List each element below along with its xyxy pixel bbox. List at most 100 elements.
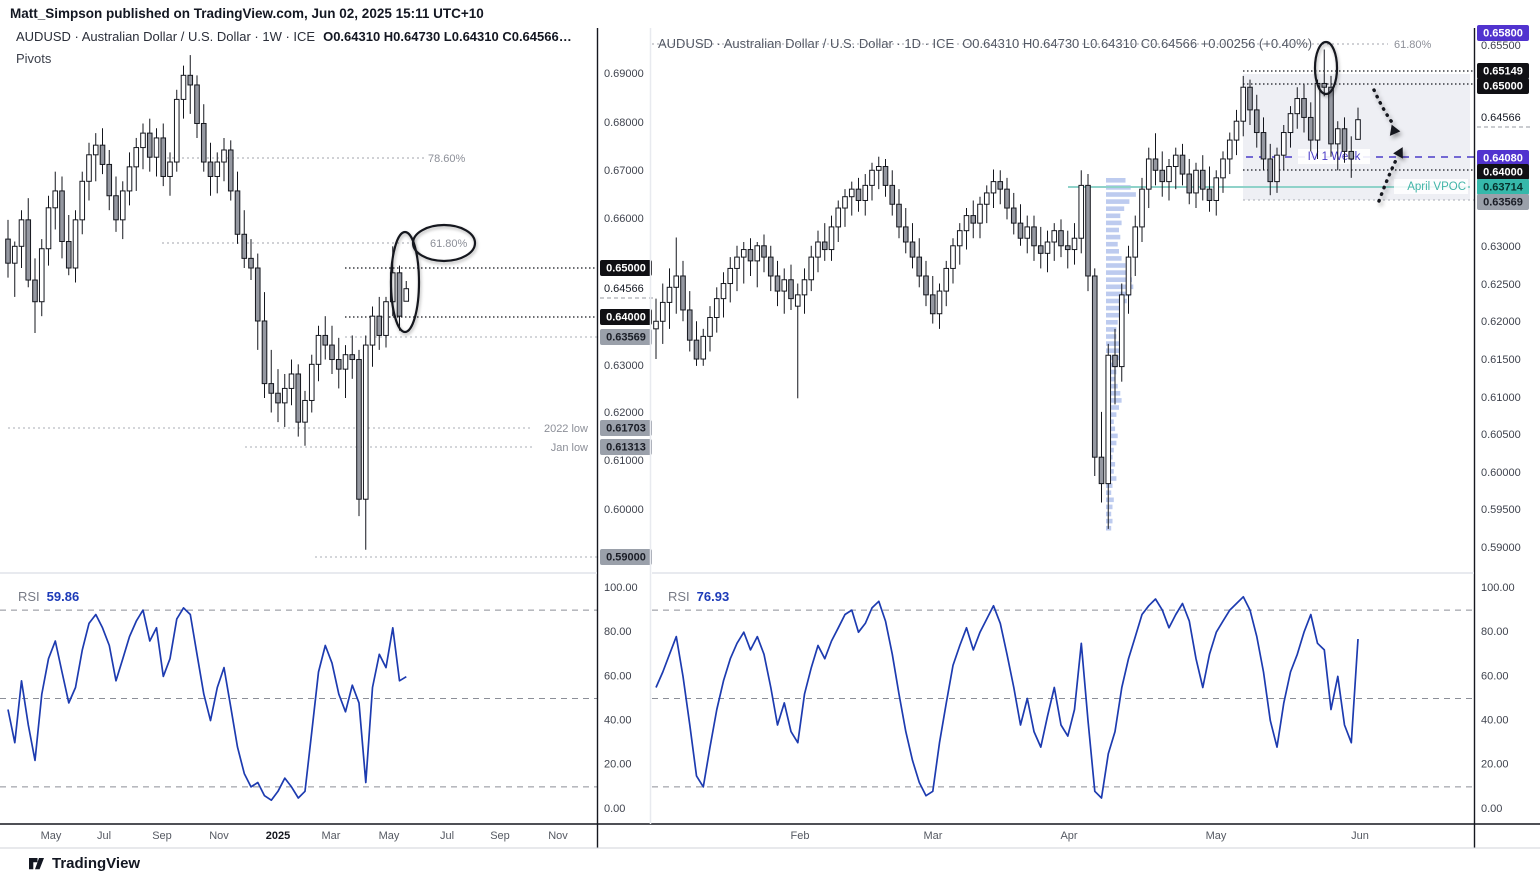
candle-body xyxy=(1044,241,1051,254)
price-badge-text: 0.65000 xyxy=(1483,80,1523,92)
candle-body xyxy=(241,233,248,259)
candle-body xyxy=(896,203,902,228)
time-axis-label: Jun xyxy=(1351,830,1369,842)
price-label: 0.60000 xyxy=(1481,467,1521,479)
rsi-line xyxy=(7,607,407,802)
rsi-axis-label: 80.00 xyxy=(604,626,632,638)
rsi-axis-label: 100.00 xyxy=(604,582,638,594)
candle-body xyxy=(275,392,281,404)
price-label: 0.63000 xyxy=(604,360,644,372)
candle-body xyxy=(1348,150,1355,160)
candle-body xyxy=(1226,139,1233,160)
right-symbol-title: AUDUSD · Australian Dollar / U.S. Dollar… xyxy=(658,36,955,51)
candle-body xyxy=(227,149,234,192)
price-label: 0.61500 xyxy=(1481,354,1521,366)
price-label: 0.69000 xyxy=(604,68,644,80)
candle-body xyxy=(767,256,774,277)
candle-body xyxy=(916,256,923,277)
candle-body xyxy=(794,294,801,307)
candle-body xyxy=(396,272,403,317)
candle-body xyxy=(18,219,25,247)
right-ohlc-values: O0.64310 H0.64730 L0.64310 C0.64566 +0.0… xyxy=(962,36,1313,51)
candle-body xyxy=(808,256,815,281)
time-axis-label: Jul xyxy=(97,830,111,842)
left-rsi-value: 59.86 xyxy=(46,589,80,604)
price-label: 0.68000 xyxy=(604,117,644,129)
candle-body xyxy=(1253,109,1260,134)
candle-body xyxy=(99,144,106,165)
candle-body xyxy=(383,301,389,336)
volume-profile-bar xyxy=(1106,227,1119,233)
candle-body xyxy=(1078,184,1085,239)
rsi-axis-label: 20.00 xyxy=(1481,759,1509,771)
publish-meta: published on TradingView.com, Jun 02, 20… xyxy=(102,6,484,21)
current-price-label: 0.64566 xyxy=(604,283,644,295)
candle-body xyxy=(1186,173,1193,194)
candle-body xyxy=(943,267,950,292)
candle-body xyxy=(214,161,221,177)
candle-body xyxy=(801,279,808,296)
candle-body xyxy=(52,190,59,209)
price-label: 0.59500 xyxy=(1481,504,1521,516)
candle-body xyxy=(1220,158,1226,179)
price-badge xyxy=(600,309,652,325)
price-badge xyxy=(1477,194,1529,210)
volume-profile-bar xyxy=(1106,483,1113,488)
volume-profile-bar xyxy=(1106,362,1118,368)
price-badge-text: 0.63569 xyxy=(1483,196,1523,208)
price-label: 0.65500 xyxy=(1481,40,1521,52)
candle-body xyxy=(1172,154,1179,168)
candle-body xyxy=(261,320,268,385)
candle-body xyxy=(1010,207,1017,224)
candle-body xyxy=(970,215,977,224)
time-axis-label: Nov xyxy=(548,830,568,842)
candle-body xyxy=(1098,456,1105,485)
candle-body xyxy=(956,230,963,247)
arrow-shaft xyxy=(1372,88,1396,127)
candle-body xyxy=(207,161,214,177)
volume-profile-bar xyxy=(1106,305,1125,311)
publisher-username: Matt_Simpson xyxy=(10,6,103,21)
price-badge xyxy=(600,420,652,436)
price-label: 0.62500 xyxy=(1481,279,1521,291)
candle-body xyxy=(302,399,308,423)
candle-body xyxy=(821,241,828,251)
candle-body xyxy=(1051,230,1058,243)
candle-body xyxy=(119,190,126,221)
vpoc-label: April VPOC xyxy=(1407,181,1466,193)
volume-profile-bar xyxy=(1106,241,1118,247)
volume-profile-bar xyxy=(1106,270,1130,275)
candle-body xyxy=(727,267,734,285)
ellipse-annotation xyxy=(389,230,421,334)
volume-profile-bar xyxy=(1106,220,1122,226)
price-badge-text: 0.64080 xyxy=(1483,152,1523,164)
right-rsi-name: RSI xyxy=(668,589,690,604)
candle-body xyxy=(1125,256,1132,296)
candle-body xyxy=(1267,158,1274,183)
candle-body xyxy=(1112,354,1118,368)
volume-profile-bar xyxy=(1106,391,1121,396)
tradingview-brand[interactable]: TradingView xyxy=(28,855,140,872)
candle-body xyxy=(1341,128,1348,152)
left-symbol-title: AUDUSD · Australian Dollar / U.S. Dollar… xyxy=(16,29,316,44)
time-axis-label: Jul xyxy=(440,830,454,842)
candle-body xyxy=(376,315,383,336)
level-label: Jan low xyxy=(551,442,588,454)
candle-body xyxy=(1064,245,1071,251)
volume-profile-bar xyxy=(1106,249,1119,254)
time-axis-label: Apr xyxy=(1060,830,1077,842)
candle-body xyxy=(882,166,889,186)
time-axis-label: 2025 xyxy=(266,830,290,842)
candle-body xyxy=(875,166,882,171)
candle-series-left xyxy=(5,55,410,550)
candle-body xyxy=(59,190,65,243)
candle-body xyxy=(747,249,754,262)
rsi-axis-label: 60.00 xyxy=(604,670,632,682)
candle-body xyxy=(173,98,180,163)
candle-body xyxy=(1334,128,1341,145)
candle-body xyxy=(680,275,686,311)
level-label: 61.80% xyxy=(430,238,468,250)
volume-profile-bar xyxy=(1106,284,1134,290)
